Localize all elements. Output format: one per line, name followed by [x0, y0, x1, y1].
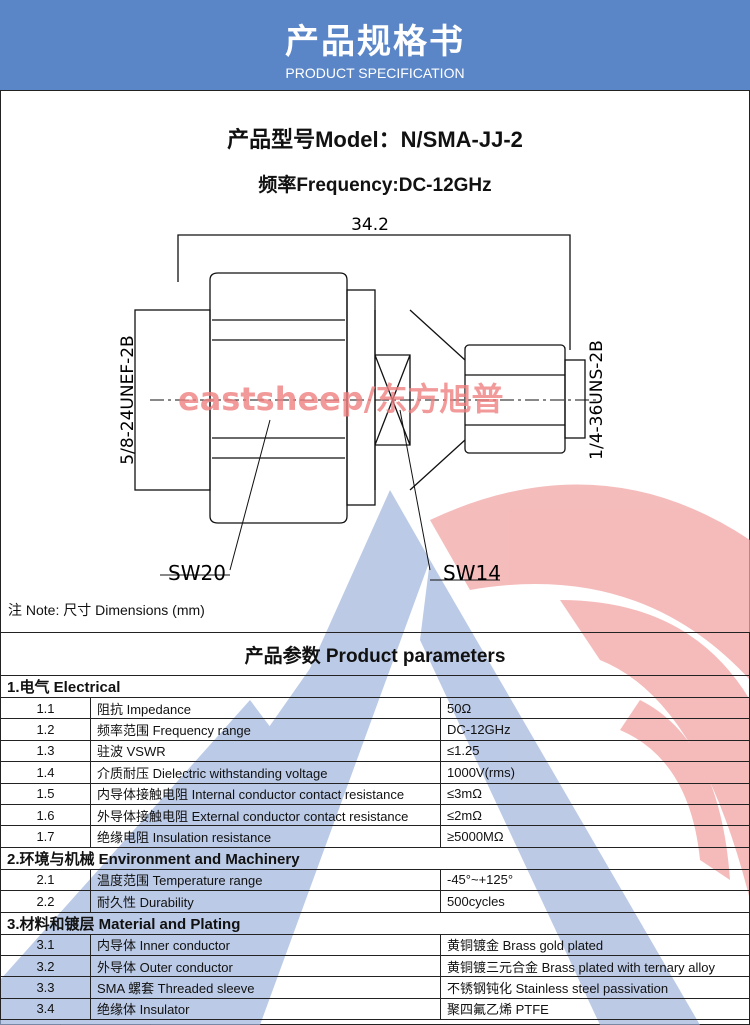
parameters-title: 产品参数 Product parameters: [0, 632, 750, 676]
right-thread-label: 1/4-36UNS-2B: [587, 340, 607, 460]
param-number: 1.2: [0, 718, 91, 741]
param-number: 1.6: [0, 803, 91, 827]
param-name: SMA 螺套 Threaded sleeve: [90, 976, 441, 999]
section-title: 1.电气 Electrical: [0, 675, 750, 698]
param-value: DC-12GHz: [440, 718, 750, 741]
param-name: 耐久性 Durability: [90, 890, 441, 913]
table-row: 1.4 介质耐压 Dielectric withstanding voltage 1…: [0, 761, 750, 784]
param-number: 2.1: [0, 868, 91, 892]
param-number: 3.2: [0, 954, 91, 978]
table-row: 1.6 外导体接触电阻 External conductor contact re…: [0, 803, 750, 827]
table-row: 2.1 温度范围 Temperature range -45°~+125°: [0, 868, 750, 892]
param-name: 绝缘电阻 Insulation resistance: [90, 825, 441, 848]
table-row: 3.1 内导体 Inner conductor 黄铜镀金 Brass gold pl…: [0, 933, 750, 956]
table-row: 1.5 内导体接触电阻 Internal conductor contact re…: [0, 782, 750, 805]
param-number: 3.1: [0, 933, 91, 956]
param-name: 内导体接触电阻 Internal conductor contact resis…: [90, 782, 441, 805]
table-row: 1.3 驻波 VSWR ≤1.25: [0, 739, 750, 763]
page-subtitle: PRODUCT SPECIFICATION: [285, 65, 465, 81]
frequency-heading: 频率Frequency:DC-12GHz: [258, 175, 492, 196]
param-value: 不锈钢钝化 Stainless steel passivation: [440, 976, 750, 999]
param-name: 内导体 Inner conductor: [90, 933, 441, 956]
table-row: 2.2 耐久性 Durability 500cycles: [0, 890, 750, 913]
param-value: -45°~+125°: [440, 868, 750, 892]
drawing-watermark: eastsheep/东方旭普: [178, 380, 503, 418]
param-name: 介质耐压 Dielectric withstanding voltage: [90, 761, 441, 784]
param-value: ≥5000MΩ: [440, 825, 750, 848]
param-number: 3.3: [0, 976, 91, 999]
connector-drawing: 34.2 5/8-24UNEF-2B 1/4-36UNS-2B SW20 SW1…: [118, 215, 607, 585]
page-title: 产品规格书: [285, 22, 465, 62]
param-number: 3.4: [0, 997, 91, 1021]
param-value: 1000V(rms): [440, 761, 750, 784]
left-thread-label: 5/8-24UNEF-2B: [118, 335, 138, 464]
section-header: 3.材料和镀层 Material and Plating: [0, 911, 750, 935]
table-row: 3.3 SMA 螺套 Threaded sleeve 不锈钢钝化 Stainless…: [0, 976, 750, 999]
param-value: ≤2mΩ: [440, 803, 750, 827]
param-number: 1.3: [0, 739, 91, 763]
param-name: 温度范围 Temperature range: [90, 868, 441, 892]
param-value: ≤1.25: [440, 739, 750, 763]
table-row: 1.2 频率范围 Frequency range DC-12GHz: [0, 718, 750, 741]
table-row: 1.7 绝缘电阻 Insulation resistance ≥5000MΩ: [0, 825, 750, 848]
param-name: 外导体接触电阻 External conductor contact resis…: [90, 803, 441, 827]
dimension-note: 注 Note: 尺寸 Dimensions (mm): [8, 602, 205, 618]
param-number: 1.4: [0, 761, 91, 784]
header-banner: 产品规格书 PRODUCT SPECIFICATION: [0, 0, 750, 90]
param-number: 1.1: [0, 696, 91, 720]
param-name: 绝缘体 Insulator: [90, 997, 441, 1021]
param-name: 驻波 VSWR: [90, 739, 441, 763]
table-row: 1.1 阻抗 Impedance 50Ω: [0, 696, 750, 720]
wrench-size-left: SW20: [168, 561, 226, 585]
section-header: 2.环境与机械 Environment and Machinery: [0, 846, 750, 870]
param-name: 阻抗 Impedance: [90, 696, 441, 720]
section-header: 1.电气 Electrical: [0, 675, 750, 698]
param-number: 1.5: [0, 782, 91, 805]
section-title: 3.材料和镀层 Material and Plating: [0, 911, 750, 935]
table-row: 3.2 外导体 Outer conductor 黄铜镀三元合金 Brass plat…: [0, 954, 750, 978]
dimension-length: 34.2: [351, 215, 389, 235]
wrench-size-right: SW14: [443, 561, 501, 585]
table-row: 3.4 绝缘体 Insulator 聚四氟乙烯 PTFE: [0, 997, 750, 1021]
param-number: 2.2: [0, 890, 91, 913]
param-name: 频率范围 Frequency range: [90, 718, 441, 741]
param-value: 黄铜镀金 Brass gold plated: [440, 933, 750, 956]
model-heading: 产品型号Model：N/SMA-JJ-2: [227, 127, 523, 152]
param-value: 聚四氟乙烯 PTFE: [440, 997, 750, 1021]
parameters-table: 产品参数 Product parameters 1.电气 Electrical 1…: [0, 632, 750, 1021]
param-name: 外导体 Outer conductor: [90, 954, 441, 978]
section-title: 2.环境与机械 Environment and Machinery: [0, 846, 750, 870]
param-value: 黄铜镀三元合金 Brass plated with ternary alloy: [440, 954, 750, 978]
param-number: 1.7: [0, 825, 91, 848]
param-value: 500cycles: [440, 890, 750, 913]
param-value: ≤3mΩ: [440, 782, 750, 805]
param-value: 50Ω: [440, 696, 750, 720]
